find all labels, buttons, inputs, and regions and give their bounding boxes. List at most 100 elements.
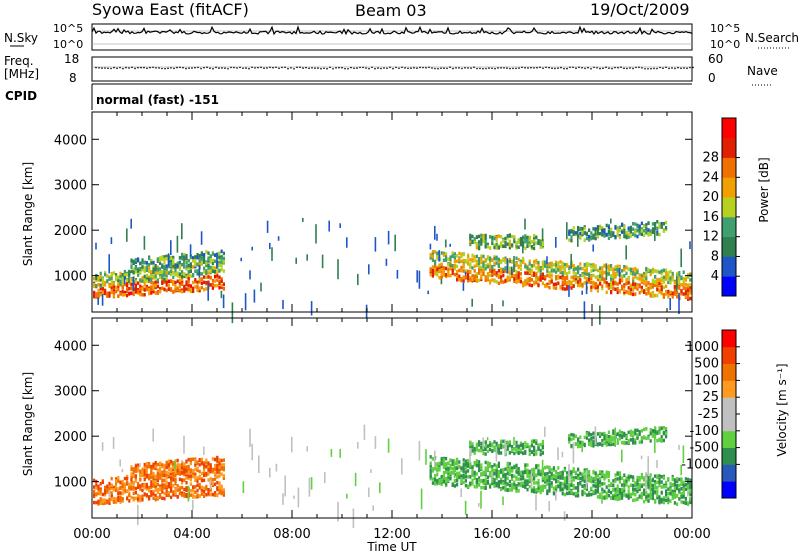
echo-cell <box>222 463 225 467</box>
echo-cell <box>548 466 551 471</box>
echo-cell <box>658 281 661 286</box>
echo-cell <box>141 258 144 262</box>
echo-cell <box>205 271 208 275</box>
echo-cell <box>660 480 663 484</box>
echo-cell <box>570 479 573 484</box>
echo-cell <box>436 267 439 272</box>
echo-cell <box>205 261 208 266</box>
freq-label-1: Freq. <box>4 54 34 68</box>
echo-cell <box>684 291 687 296</box>
echo-cell <box>436 256 439 261</box>
echo-cell <box>649 269 652 273</box>
echo-cell <box>530 263 533 268</box>
echo-cell <box>137 497 140 501</box>
echo-cell <box>222 465 225 470</box>
echo-cell <box>678 477 681 482</box>
echo-cell <box>183 288 186 293</box>
echo-cell <box>185 469 188 473</box>
echo-cell <box>636 475 639 480</box>
echo-cell <box>185 465 188 470</box>
echo-cell <box>480 485 483 490</box>
echo-cell <box>669 277 672 281</box>
echo-cell <box>203 270 206 274</box>
echo-cell <box>511 466 514 470</box>
echo-cell <box>577 485 580 490</box>
colorbar-tick-label: 500 <box>694 357 719 372</box>
echo-cell <box>594 236 597 241</box>
echo-cell <box>119 281 122 286</box>
echo-cell <box>170 476 173 480</box>
echo-cell <box>387 438 390 453</box>
echo-cell <box>590 236 593 241</box>
echo-cell <box>585 432 588 436</box>
echo-cell <box>489 258 492 262</box>
echo-cell <box>610 442 613 447</box>
echo-cell <box>185 493 188 497</box>
echo-cell <box>616 286 619 291</box>
echo-cell <box>599 281 602 286</box>
echo-cell <box>108 277 111 281</box>
echo-cell <box>508 266 511 270</box>
echo-cell <box>566 281 569 285</box>
echo-cell <box>218 257 221 261</box>
freq-point <box>437 67 439 70</box>
echo-cell <box>577 268 580 272</box>
echo-cell <box>515 262 518 266</box>
echo-cell <box>134 279 137 283</box>
echo-cell <box>588 442 591 446</box>
echo-cell <box>618 280 621 285</box>
echo-cell <box>462 466 465 471</box>
echo-cell <box>170 462 173 466</box>
echo-cell <box>632 434 635 438</box>
echo-cell <box>618 229 621 233</box>
echo-cell <box>662 438 665 443</box>
echo-cell <box>497 269 500 273</box>
echo-cell <box>541 260 544 264</box>
echo-cell <box>163 466 166 470</box>
echo-cell <box>566 276 569 281</box>
echo-cell <box>605 485 608 489</box>
echo-cell <box>508 488 511 492</box>
echo-cell <box>478 476 481 480</box>
echo-cell <box>134 469 137 473</box>
echo-cell <box>473 484 476 489</box>
echo-cell <box>684 286 687 291</box>
echo-cell <box>194 262 197 267</box>
echo-cell <box>634 285 637 290</box>
echo-cell <box>618 268 621 278</box>
echo-cell <box>647 286 650 291</box>
echo-cell <box>581 489 584 494</box>
echo-cell <box>638 485 641 489</box>
y-tick-label: 1000 <box>54 270 87 285</box>
echo-cell <box>504 244 507 249</box>
echo-cell <box>484 480 487 484</box>
echo-cell <box>640 494 643 498</box>
echo-cell <box>634 428 637 433</box>
echo-cell <box>682 494 685 499</box>
echo-cell <box>167 491 170 495</box>
echo-cell <box>658 278 661 283</box>
echo-cell <box>621 269 624 273</box>
echo-cell <box>658 426 661 430</box>
echo-cell <box>211 282 214 287</box>
echo-cell <box>108 499 111 503</box>
echo-cell <box>596 231 599 236</box>
echo-cell <box>506 440 509 445</box>
echo-cell <box>544 284 547 288</box>
echo-cell <box>174 280 177 285</box>
echo-cell <box>651 431 654 436</box>
echo-cell <box>504 260 507 264</box>
echo-cell <box>629 433 632 437</box>
echo-cell <box>515 484 518 488</box>
echo-cell <box>134 270 137 274</box>
echo-cell <box>656 232 659 236</box>
echo-cell <box>108 284 111 289</box>
echo-cell <box>337 501 339 522</box>
echo-cell <box>170 269 173 273</box>
echo-cell <box>658 428 661 433</box>
echo-cell <box>189 289 192 294</box>
echo-cell <box>489 485 492 489</box>
echo-cell <box>491 444 494 448</box>
echo-cell <box>203 287 206 292</box>
echo-cell <box>104 493 107 497</box>
